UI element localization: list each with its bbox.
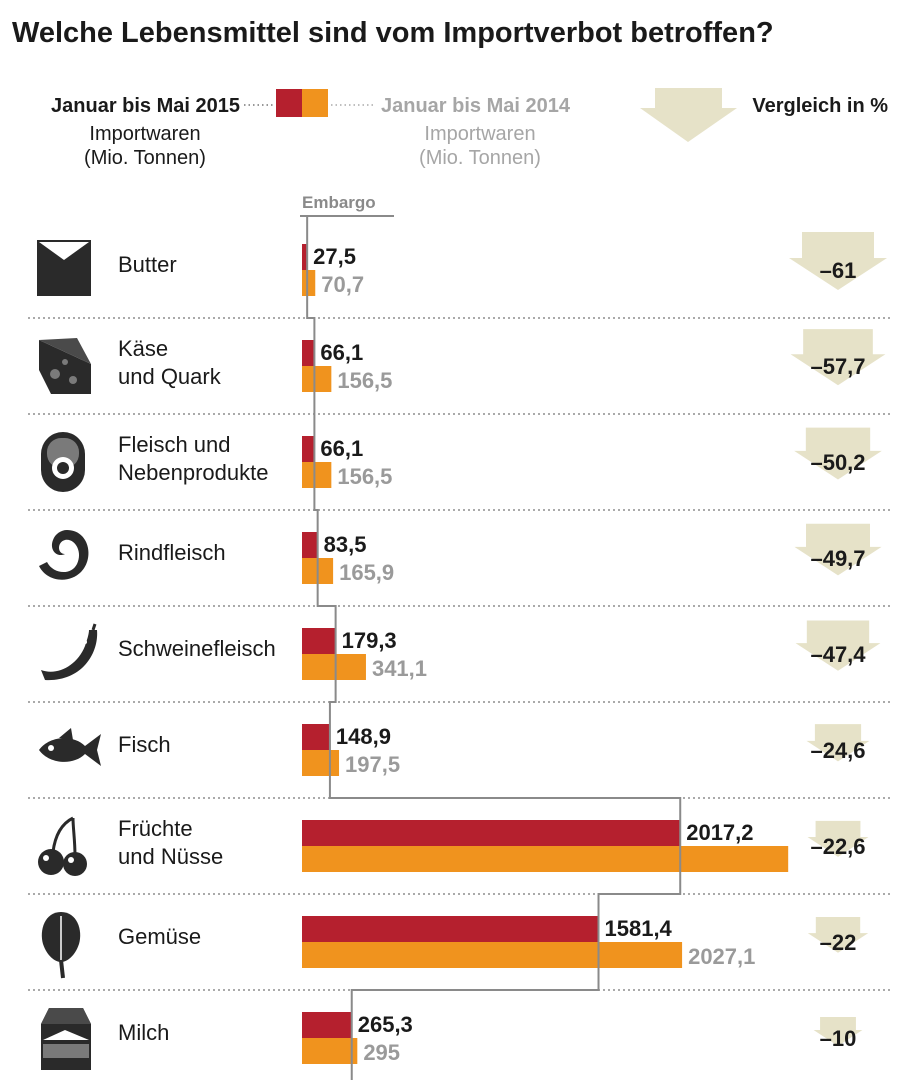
bar-2014	[302, 654, 366, 680]
value-label-2015: 148,9	[336, 724, 391, 749]
embargo-header: Embargo	[300, 193, 394, 217]
comparison-arrow-icon	[794, 427, 882, 480]
bar-2015	[302, 340, 315, 366]
category-label: Gemüse	[118, 924, 201, 949]
legend: Januar bis Mai 2015 Importwaren (Mio. To…	[51, 88, 888, 169]
bar-2015	[302, 628, 336, 654]
category-label: Rindfleisch	[118, 540, 226, 565]
category-label-line2: und Nüsse	[118, 844, 223, 869]
legend-2015-sub2: (Mio. Tonnen)	[84, 147, 206, 169]
beef-icon	[39, 530, 89, 580]
category-label-line2: und Quark	[118, 364, 222, 389]
comparison-percent-label: –24,6	[810, 738, 865, 763]
category-label: Schweinefleisch	[118, 636, 276, 661]
legend-2015-title: Januar bis Mai 2015	[51, 95, 240, 117]
comparison-arrow-icon	[790, 329, 886, 386]
value-label-2014: 295	[363, 1040, 400, 1065]
bar-2015	[302, 436, 315, 462]
comparison-percent-label: –49,7	[810, 546, 865, 571]
butter-icon	[37, 240, 91, 296]
bar-2015	[302, 532, 318, 558]
meat-icon	[41, 432, 85, 492]
value-label-2015: 83,5	[324, 532, 367, 557]
comparison-percent-label: –10	[820, 1026, 857, 1051]
bar-2015	[302, 916, 599, 942]
value-label-2015: 179,3	[342, 628, 397, 653]
legend-2014-sub2: (Mio. Tonnen)	[419, 147, 541, 169]
legend-down-arrow-icon	[640, 88, 737, 142]
value-label-2015: 1581,4	[605, 916, 673, 941]
value-label-2014: 70,7	[321, 272, 364, 297]
value-label-2014: 341,1	[372, 656, 427, 681]
comparison-arrow-icon	[807, 820, 869, 857]
comparison-percent-label: –22	[820, 930, 857, 955]
bar-2015	[302, 724, 330, 750]
chart-title: Welche Lebensmittel sind vom Importverbo…	[12, 17, 774, 49]
value-label-2014: 2027,1	[688, 944, 755, 969]
embargo-label: Embargo	[302, 193, 376, 212]
value-label-2015: 27,5	[313, 244, 356, 269]
category-label: Butter	[118, 252, 177, 277]
category-label: Milch	[118, 1020, 169, 1045]
comparison-arrow-icon	[789, 232, 887, 290]
category-label-line2: Nebenprodukte	[118, 460, 268, 485]
value-label-2014: 156,5	[337, 368, 392, 393]
value-label-2015: 2017,2	[686, 820, 753, 845]
bar-2015	[302, 820, 681, 846]
value-label-2015: 66,1	[320, 340, 363, 365]
comparison-percent-label: –47,4	[810, 642, 866, 667]
legend-swatch-2014	[302, 89, 328, 117]
milk-carton-icon	[41, 1008, 91, 1070]
bar-2015	[302, 244, 308, 270]
value-label-2015: 66,1	[320, 436, 363, 461]
bar-2014	[302, 846, 789, 872]
sausage-icon	[41, 623, 98, 681]
embargo-line	[306, 216, 682, 1080]
cheese-icon	[39, 338, 91, 394]
legend-2014-title: Januar bis Mai 2014	[381, 95, 571, 117]
bar-2014	[302, 462, 332, 488]
comparison-percent-label: –57,7	[810, 354, 865, 379]
value-label-2014: 165,9	[339, 560, 394, 585]
legend-2014-sub1: Importwaren	[424, 123, 535, 145]
bar-2014	[302, 1038, 358, 1064]
comparison-percent-label: –50,2	[810, 450, 865, 475]
value-label-2015: 265,3	[358, 1012, 413, 1037]
comparison-arrow-icon	[795, 620, 881, 671]
bar-2014	[302, 942, 683, 968]
legend-2015-sub1: Importwaren	[89, 123, 200, 145]
value-label-2014: 156,5	[337, 464, 392, 489]
legend-swatch-2015	[276, 89, 302, 117]
comparison-arrow-icon	[807, 917, 869, 953]
category-label: Fisch	[118, 732, 171, 757]
category-label: Früchte	[118, 816, 193, 841]
comparison-arrow-icon	[813, 1017, 863, 1046]
fish-icon	[39, 728, 101, 766]
cherries-icon	[38, 816, 87, 876]
legend-comparison-label: Vergleich in %	[752, 95, 888, 117]
comparison-percent-label: –22,6	[810, 834, 865, 859]
comparison-arrow-icon	[806, 724, 870, 762]
comparison-arrow-icon	[794, 523, 882, 576]
vegetable-icon	[41, 912, 81, 979]
bar-2014	[302, 750, 340, 776]
category-label: Fleisch und	[118, 432, 231, 457]
comparison-percent-label: –61	[820, 258, 857, 283]
category-label: Käse	[118, 336, 168, 361]
bar-2014	[302, 366, 332, 392]
value-label-2014: 197,5	[345, 752, 400, 777]
bar-2014	[302, 270, 316, 296]
bar-2015	[302, 1012, 352, 1038]
